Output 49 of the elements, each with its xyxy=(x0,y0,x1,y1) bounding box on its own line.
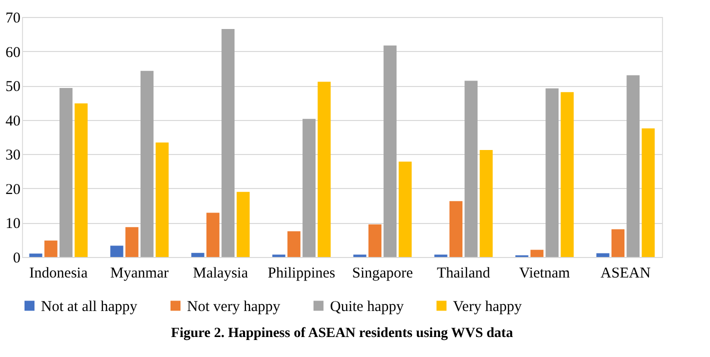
y-tick-label: 40 xyxy=(6,113,20,130)
bar xyxy=(368,224,382,257)
x-tick-label: Philippines xyxy=(268,266,336,282)
bar xyxy=(140,70,154,257)
x-tick-label: Thailand xyxy=(436,266,491,282)
y-tick-label: 70 xyxy=(6,10,20,26)
legend-label: Not very happy xyxy=(187,298,281,315)
bar xyxy=(384,45,397,257)
bar xyxy=(191,252,204,257)
legend-label: Very happy xyxy=(453,298,522,315)
bar xyxy=(287,231,300,257)
bar xyxy=(156,142,169,257)
bar xyxy=(480,150,493,257)
bar xyxy=(44,240,58,257)
bar xyxy=(626,75,640,257)
bar xyxy=(449,201,462,257)
bar xyxy=(302,118,316,257)
bar xyxy=(546,88,559,257)
legend-label: Quite happy xyxy=(330,298,404,315)
bar xyxy=(206,212,220,257)
bar xyxy=(110,246,124,257)
bar xyxy=(125,227,138,257)
bar xyxy=(464,80,478,257)
bar xyxy=(611,229,624,257)
bar xyxy=(398,162,412,257)
bar xyxy=(74,103,88,257)
bar xyxy=(236,192,250,257)
bar xyxy=(60,88,73,257)
x-tick-label: Vietnam xyxy=(519,266,570,282)
y-tick-label: 0 xyxy=(13,250,20,266)
y-tick-label: 50 xyxy=(6,79,20,96)
bar xyxy=(222,29,235,257)
x-tick-label: Singapore xyxy=(352,266,414,282)
bar xyxy=(318,82,331,257)
text: Figure 2. Happiness of ASEAN residents using WVS data xyxy=(171,326,513,341)
y-tick-label: 20 xyxy=(6,182,20,198)
x-tick-label: Myanmar xyxy=(110,266,169,282)
x-tick-label: Malaysia xyxy=(192,266,248,282)
y-tick-label: 60 xyxy=(6,44,20,61)
bar xyxy=(642,128,655,257)
bar xyxy=(29,254,42,257)
x-tick-label: ASEAN xyxy=(600,266,651,282)
y-tick-label: 30 xyxy=(6,148,20,164)
bar xyxy=(596,253,610,257)
legend-label: Not at all happy xyxy=(41,298,138,315)
y-tick-label: 10 xyxy=(6,216,20,232)
bar xyxy=(560,92,574,257)
x-tick-label: Indonesia xyxy=(29,266,88,282)
bar xyxy=(530,250,544,257)
